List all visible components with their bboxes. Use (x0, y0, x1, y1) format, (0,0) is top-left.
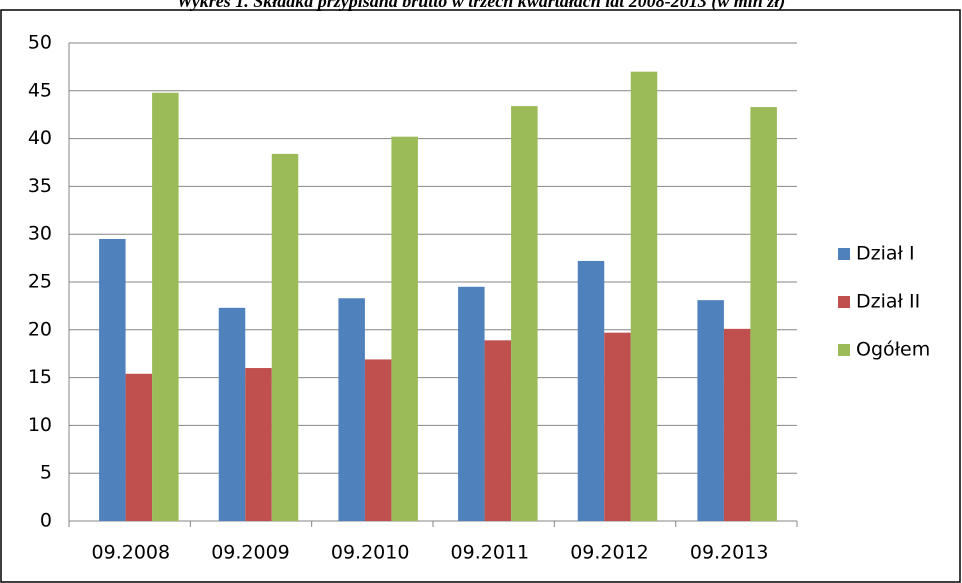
bar (218, 307, 246, 521)
y-tick-label: 5 (40, 462, 52, 484)
bar (697, 300, 724, 521)
x-tick-label: 09.2010 (331, 542, 410, 564)
chart-title: Wykres 1. Składka przypisana brutto w tr… (177, 0, 786, 12)
legend-label: Dział II (856, 291, 920, 313)
legend-label: Ogółem (856, 339, 930, 361)
bar (364, 359, 392, 521)
bar (630, 71, 658, 522)
bar (391, 136, 418, 522)
bar (99, 238, 126, 522)
legend-label: Dział I (856, 243, 915, 265)
bar (125, 373, 153, 521)
x-tick-label: 09.2013 (690, 542, 769, 564)
y-tick-label: 20 (28, 318, 52, 340)
x-tick-label: 09.2011 (451, 542, 530, 564)
bar (511, 106, 538, 521)
bar (152, 92, 179, 521)
y-tick-label: 50 (28, 32, 52, 54)
bar (338, 298, 365, 521)
y-tick-label: 15 (28, 366, 52, 388)
x-tick-label: 09.2012 (570, 542, 649, 564)
y-tick-label: 10 (28, 414, 52, 436)
legend-swatch (838, 248, 850, 260)
y-tick-label: 30 (28, 223, 52, 245)
bar (271, 153, 299, 521)
x-tick-label: 09.2009 (211, 542, 290, 564)
bar (604, 332, 631, 521)
bar (577, 260, 605, 521)
bar (245, 368, 272, 521)
y-tick-label: 0 (40, 510, 52, 532)
legend-swatch (838, 344, 850, 356)
y-tick-label: 40 (28, 127, 52, 149)
y-tick-label: 35 (28, 175, 52, 197)
bar (723, 328, 751, 521)
y-tick-label: 45 (28, 79, 52, 101)
x-tick-label: 09.2008 (92, 542, 171, 564)
y-tick-label: 25 (28, 271, 52, 293)
bar (484, 340, 512, 521)
bar (458, 286, 485, 521)
bar (750, 107, 777, 521)
legend-swatch (838, 296, 850, 308)
